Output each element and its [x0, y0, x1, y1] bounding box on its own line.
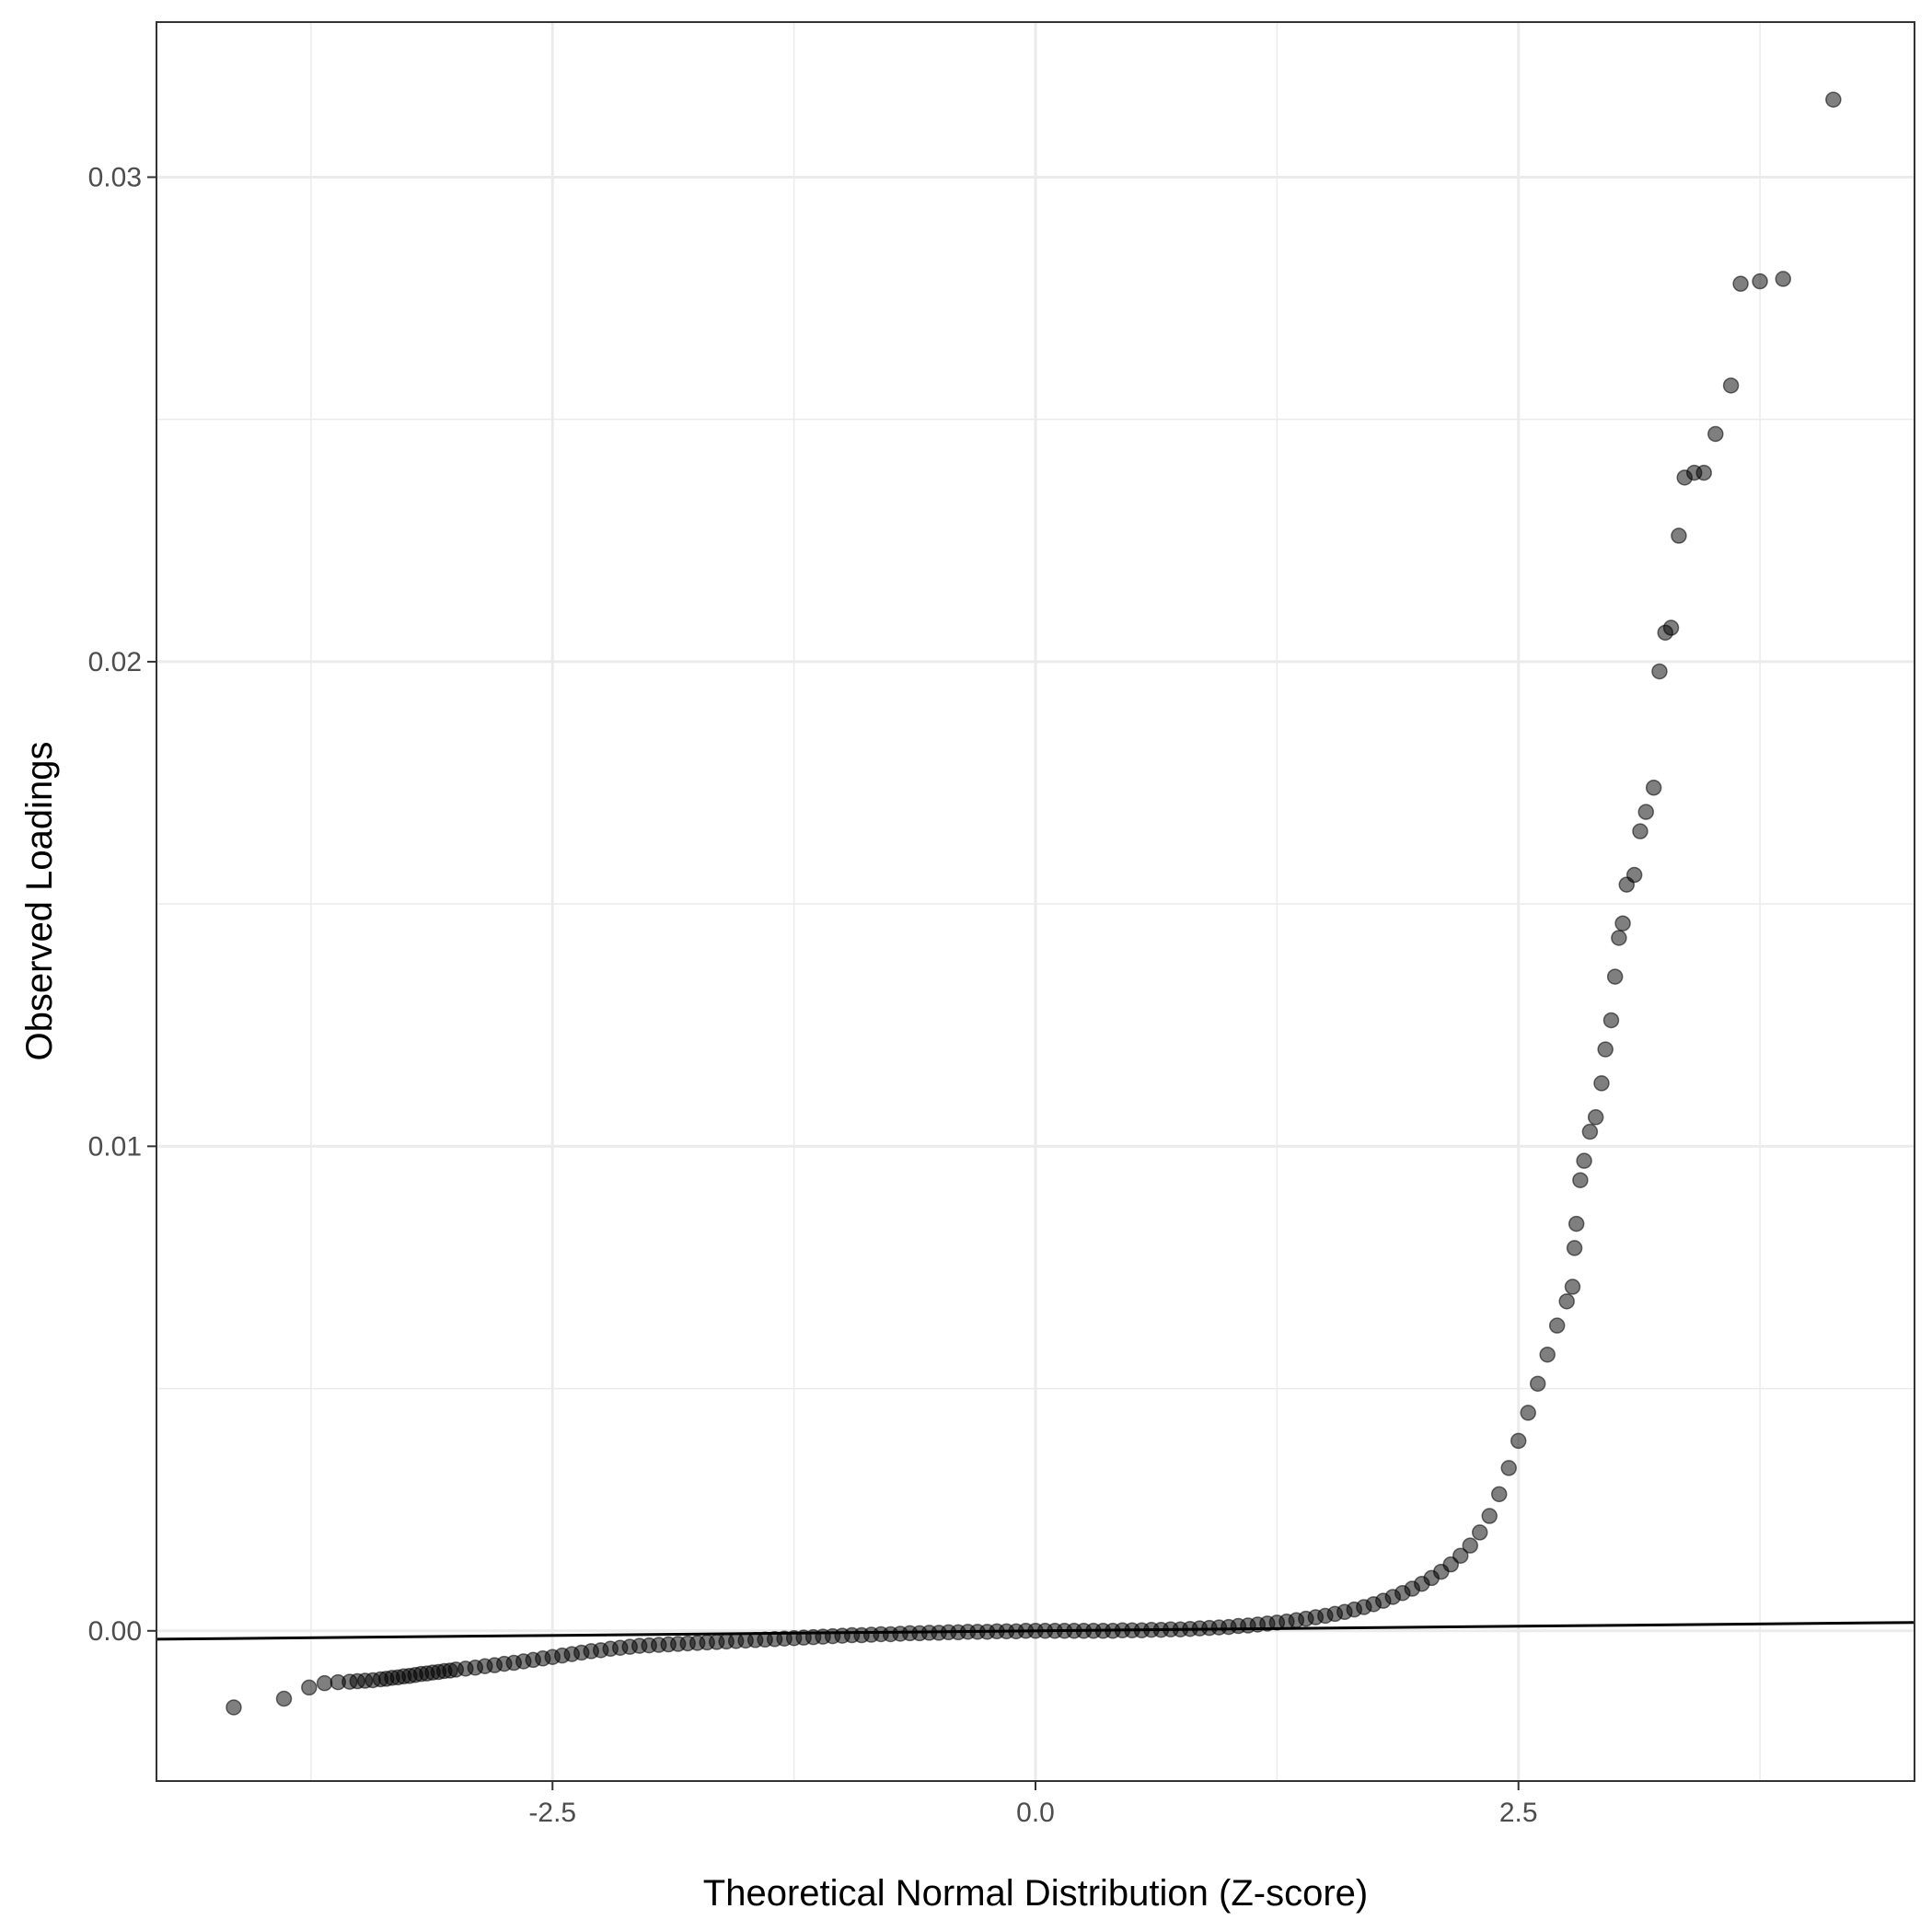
data-point	[1593, 1075, 1610, 1092]
data-point	[1611, 930, 1627, 946]
data-point	[1775, 271, 1792, 287]
reference-line	[156, 1621, 1915, 1641]
x-tick-label: -2.5	[528, 1798, 576, 1828]
y-tick-label: 0.03	[88, 162, 142, 192]
data-point	[1490, 1486, 1508, 1503]
data-point	[1662, 619, 1680, 636]
data-point	[1529, 1375, 1546, 1393]
data-point	[1452, 1547, 1469, 1564]
data-point	[275, 1690, 293, 1707]
data-point	[1637, 804, 1655, 820]
data-point	[1548, 1317, 1566, 1334]
data-point	[1510, 1432, 1527, 1450]
data-point	[1500, 1460, 1517, 1476]
data-point	[1566, 1240, 1583, 1256]
data-point	[1587, 1109, 1604, 1126]
data-point	[1564, 1278, 1581, 1295]
data-point	[1651, 663, 1668, 680]
data-point	[1581, 1123, 1599, 1140]
x-tick-label: 0.0	[1016, 1798, 1055, 1828]
y-tick-label: 0.02	[88, 647, 142, 677]
x-axis-title: Theoretical Normal Distribution (Z-score…	[703, 1873, 1368, 1914]
data-point	[1614, 915, 1631, 931]
data-point	[1645, 780, 1662, 796]
data-point	[1520, 1405, 1536, 1421]
data-point	[1752, 272, 1768, 290]
data-point	[1825, 91, 1842, 108]
data-point	[1558, 1293, 1575, 1310]
data-point	[1671, 527, 1687, 544]
data-point	[301, 1679, 318, 1696]
data-point	[1707, 425, 1724, 443]
data-point	[1568, 1215, 1585, 1232]
data-point	[1722, 377, 1740, 394]
data-point	[1695, 464, 1712, 481]
data-point	[1732, 275, 1749, 293]
data-point	[1462, 1537, 1479, 1554]
data-point	[1632, 823, 1649, 839]
data-point	[1471, 1524, 1488, 1541]
y-tick-label: 0.01	[88, 1131, 142, 1162]
data-point	[1576, 1152, 1592, 1169]
y-axis-title: Observed Loadings	[19, 742, 60, 1061]
data-point	[1625, 866, 1643, 884]
data-point	[226, 1699, 242, 1716]
data-point	[1602, 1012, 1620, 1029]
x-tick-label: 2.5	[1499, 1798, 1538, 1828]
data-point	[1606, 968, 1624, 985]
data-point	[1572, 1172, 1589, 1188]
y-tick-label: 0.00	[88, 1616, 142, 1647]
reference-line-layer	[156, 1621, 1915, 1641]
data-point	[1597, 1041, 1614, 1058]
axis-ticks: -2.5 0.0 2.5 0.00 0.01 0.02 0.03	[88, 162, 1538, 1828]
data-point	[1539, 1346, 1556, 1363]
data-point	[316, 1674, 333, 1692]
data-point	[1481, 1508, 1498, 1524]
